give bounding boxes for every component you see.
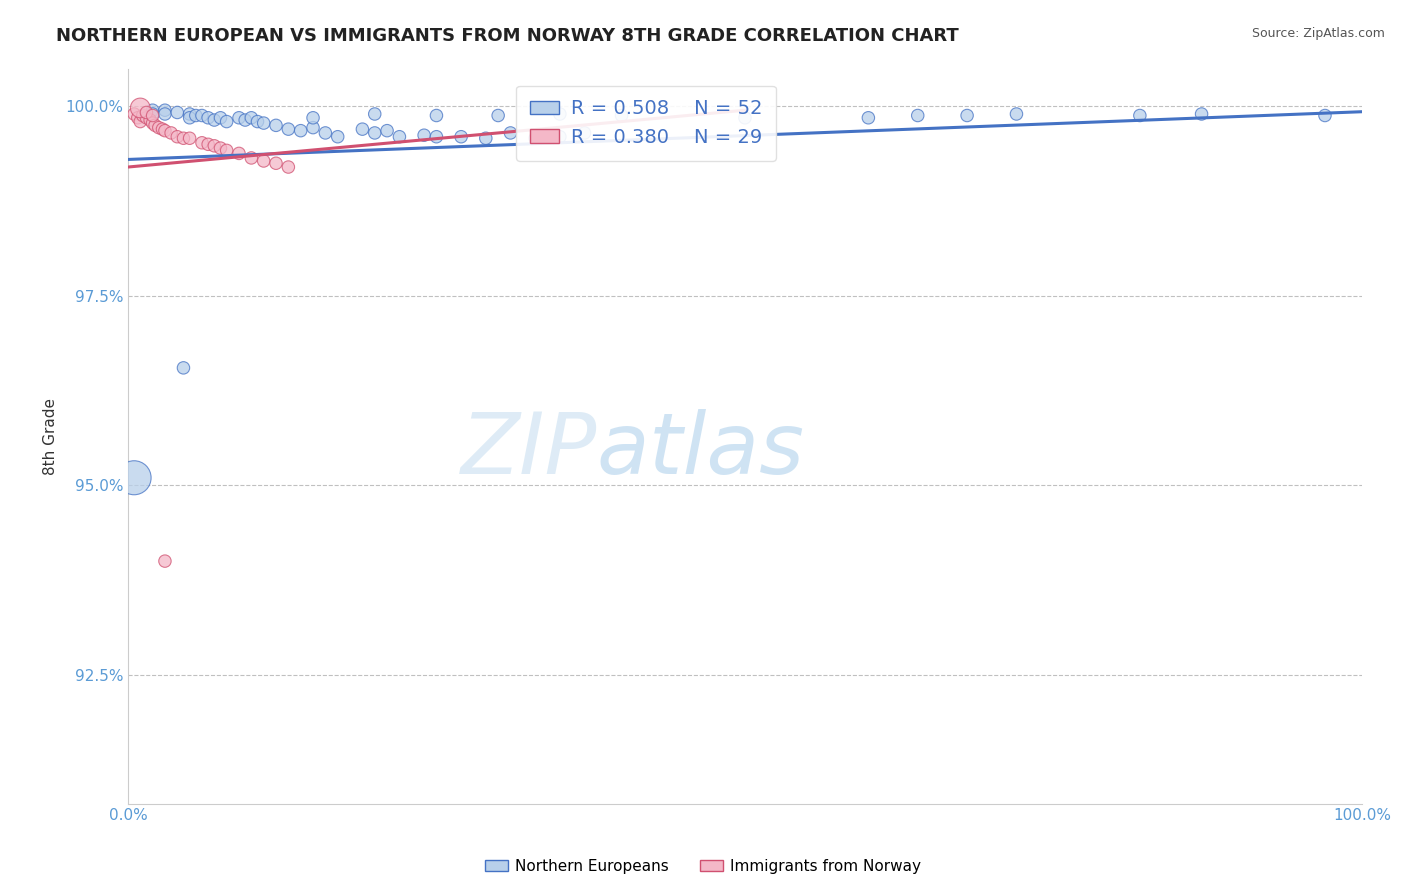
Point (253, 153, 276, 168)
Text: ZIP: ZIP (461, 409, 598, 492)
Point (153, 103, 176, 118)
Point (425, 108, 447, 122)
Point (364, 126, 387, 140)
Text: NORTHERN EUROPEAN VS IMMIGRANTS FROM NORWAY 8TH GRADE CORRELATION CHART: NORTHERN EUROPEAN VS IMMIGRANTS FROM NOR… (56, 27, 959, 45)
Point (191, 108, 214, 122)
Point (1313, 108, 1336, 122)
Point (907, 108, 929, 122)
Point (548, 107, 571, 121)
Point (233, 113, 256, 128)
Point (209, 141, 232, 155)
Point (202, 138, 225, 153)
Legend: R = 0.508    N = 52, R = 0.380    N = 29: R = 0.508 N = 52, R = 0.380 N = 29 (516, 86, 776, 161)
Point (574, 126, 596, 140)
Point (264, 156, 287, 170)
Point (160, 126, 183, 140)
Legend: Northern Europeans, Immigrants from Norway: Northern Europeans, Immigrants from Norw… (478, 853, 928, 880)
Point (956, 108, 979, 122)
Point (142, 103, 165, 118)
Point (450, 129, 472, 144)
Point (290, 123, 312, 137)
Point (548, 129, 571, 144)
Point (215, 144, 238, 158)
Point (153, 107, 176, 121)
Point (143, 119, 166, 133)
Point (228, 111, 250, 125)
Point (179, 131, 201, 145)
Point (413, 128, 436, 143)
Point (139, 113, 162, 128)
Point (166, 105, 188, 120)
Point (129, 101, 152, 115)
Point (142, 107, 165, 121)
Point (172, 131, 194, 145)
Point (240, 111, 263, 125)
Point (132, 108, 155, 122)
Y-axis label: 8th Grade: 8th Grade (44, 398, 58, 475)
Point (253, 116, 276, 130)
Point (264, 119, 287, 133)
Point (122, 471, 145, 485)
Point (152, 122, 174, 136)
Point (215, 114, 238, 128)
Point (486, 108, 509, 122)
Point (228, 146, 250, 161)
Point (197, 111, 219, 125)
Point (314, 126, 336, 140)
Point (191, 136, 214, 150)
Text: atlas: atlas (598, 409, 804, 492)
Point (197, 137, 219, 152)
Point (129, 114, 152, 128)
Point (184, 108, 207, 122)
Point (135, 105, 157, 120)
Point (375, 123, 398, 137)
Point (1191, 107, 1213, 121)
Point (1005, 107, 1028, 121)
Point (277, 160, 299, 174)
Point (302, 120, 325, 135)
Point (179, 111, 201, 125)
Point (1129, 108, 1152, 122)
Point (166, 129, 188, 144)
Point (277, 122, 299, 136)
Point (209, 111, 232, 125)
Point (858, 111, 880, 125)
Point (475, 131, 498, 145)
Point (352, 122, 374, 136)
Point (127, 111, 149, 125)
Point (734, 111, 756, 125)
Point (153, 123, 176, 137)
Point (172, 360, 194, 375)
Point (246, 114, 269, 128)
Point (142, 116, 165, 130)
Point (122, 107, 145, 121)
Point (240, 151, 263, 165)
Point (153, 554, 176, 568)
Point (202, 113, 225, 128)
Point (425, 129, 447, 144)
Point (364, 107, 387, 121)
Point (142, 108, 165, 122)
Point (302, 111, 325, 125)
Text: Source: ZipAtlas.com: Source: ZipAtlas.com (1251, 27, 1385, 40)
Point (610, 108, 633, 122)
Point (388, 129, 411, 144)
Point (179, 107, 201, 121)
Point (326, 129, 349, 144)
Point (499, 126, 522, 140)
Point (148, 120, 170, 135)
Point (135, 111, 157, 125)
Point (524, 131, 547, 145)
